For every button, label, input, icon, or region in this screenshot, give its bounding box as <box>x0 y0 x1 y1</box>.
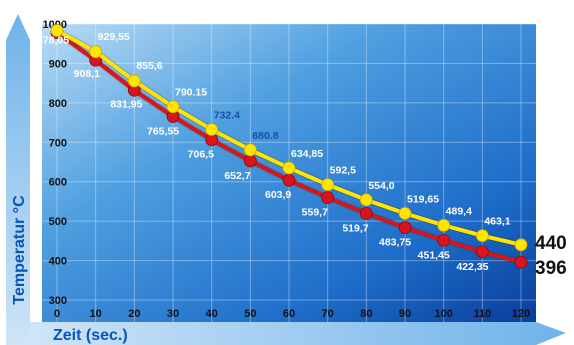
data-point <box>437 218 451 232</box>
data-label: 680.8 <box>252 130 278 142</box>
data-label: 706,5 <box>188 149 214 161</box>
data-label: 559,7 <box>302 207 328 219</box>
x-tick-label: 70 <box>322 308 334 320</box>
data-point <box>359 206 373 220</box>
data-label: 603,9 <box>265 189 291 201</box>
data-label: 463,1 <box>484 216 510 228</box>
data-point <box>89 45 103 59</box>
x-tick-label: 60 <box>283 308 295 320</box>
series-layer <box>50 24 528 269</box>
data-label: 422,35 <box>456 261 488 273</box>
end-value-label: 396 <box>535 258 567 279</box>
data-label: 489,4 <box>446 205 472 217</box>
y-tick-label: 700 <box>49 137 67 149</box>
data-point <box>243 154 257 168</box>
x-tick-label: 120 <box>512 308 530 320</box>
series-yellow <box>50 24 528 252</box>
data-point <box>282 173 296 187</box>
data-label: 929,55 <box>98 31 130 43</box>
data-label: 652,7 <box>224 170 250 182</box>
x-tick-label: 10 <box>90 308 102 320</box>
data-point <box>398 206 412 220</box>
x-tick-label: 40 <box>206 308 218 320</box>
data-point <box>514 238 528 252</box>
data-label: 908,1 <box>74 68 100 80</box>
x-axis-arrow <box>30 322 566 345</box>
data-label: 978,05 <box>37 35 69 47</box>
x-tick-label: 110 <box>473 308 491 320</box>
y-tick-label: 300 <box>49 295 67 307</box>
y-tick-label: 400 <box>49 256 67 268</box>
data-label: 519,7 <box>342 222 368 234</box>
data-point <box>514 255 528 269</box>
data-point <box>166 100 180 114</box>
data-labels: 983,3 929,55 855,6 790.15 732.4 680.8 634,85 59… <box>37 12 567 280</box>
data-label: 790.15 <box>175 87 207 99</box>
x-tick-label: 50 <box>244 308 256 320</box>
data-label: 983,3 <box>43 12 69 24</box>
data-point <box>321 178 335 192</box>
data-label: 732.4 <box>214 110 240 122</box>
data-point <box>50 24 64 37</box>
data-label: 765,55 <box>147 125 179 137</box>
data-point <box>475 245 489 259</box>
x-tick-label: 100 <box>434 308 452 320</box>
data-label: 592,5 <box>330 165 356 177</box>
data-point <box>321 191 335 205</box>
data-point <box>359 193 373 207</box>
data-label: 519,65 <box>407 193 439 205</box>
data-point <box>475 229 489 243</box>
end-value-label: 440 <box>535 233 567 254</box>
y-tick-label: 900 <box>49 58 67 70</box>
data-label: 451,45 <box>418 249 450 261</box>
x-tick-label: 80 <box>360 308 372 320</box>
x-tick-label: 90 <box>399 308 411 320</box>
y-axis-title: Temperatur °C <box>11 195 28 305</box>
data-point <box>205 123 219 136</box>
data-label: 634,85 <box>291 148 323 160</box>
data-point <box>243 143 257 157</box>
y-axis-arrow <box>6 14 30 345</box>
data-label: 483,75 <box>379 237 411 249</box>
data-point <box>437 233 451 247</box>
data-label: 855,6 <box>136 60 162 72</box>
data-label: 554,0 <box>368 180 394 192</box>
y-tick-label: 800 <box>49 98 67 110</box>
x-axis-ticks: 0 10 20 30 40 50 60 70 80 90 100 110 120 <box>54 308 530 320</box>
x-tick-label: 30 <box>167 308 179 320</box>
data-point <box>282 161 296 175</box>
data-label: 831,95 <box>110 98 142 110</box>
data-point <box>398 221 412 234</box>
data-point <box>127 74 141 88</box>
y-tick-label: 500 <box>49 216 67 228</box>
x-axis-title: Zeit (sec.) <box>53 327 128 344</box>
y-tick-label: 600 <box>49 177 67 189</box>
x-tick-label: 0 <box>54 308 60 320</box>
x-tick-label: 20 <box>128 308 140 320</box>
